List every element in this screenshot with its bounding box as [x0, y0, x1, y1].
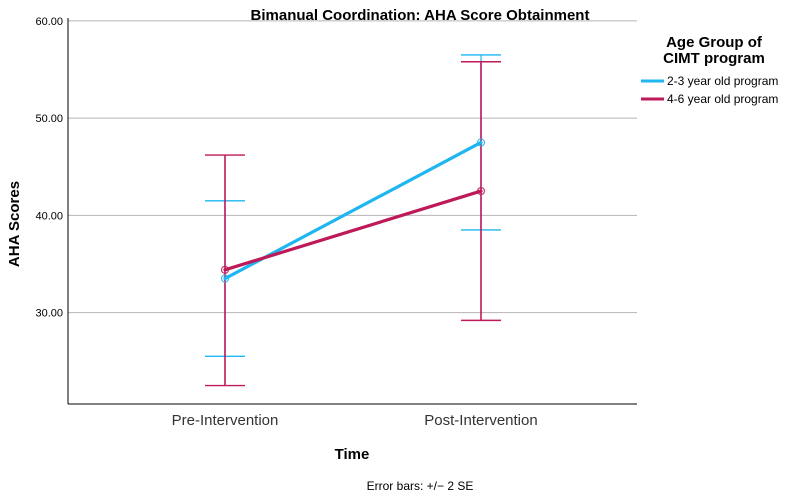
- point-0-1: [476, 138, 486, 147]
- chart-title: Bimanual Coordination: AHA Score Obtainm…: [251, 7, 590, 24]
- y-tick-label-50: 50.00: [35, 113, 63, 125]
- legend-label-0: 2-3 year old program: [667, 74, 778, 88]
- x-axis-title: Time: [335, 446, 370, 463]
- y-tick-label-30: 30.00: [35, 308, 63, 320]
- y-tick-label-40: 40.00: [35, 210, 63, 222]
- series-lines: [223, 140, 483, 281]
- legend-title-line-2: CIMT program: [663, 50, 765, 67]
- y-axis-title: AHA Scores: [6, 181, 23, 267]
- y-axis-ticks: 30.00 40.00 50.00 60.00: [35, 16, 63, 320]
- error-bar-note: Error bars: +/− 2 SE: [367, 479, 474, 493]
- point-1-1: [476, 186, 486, 196]
- x-tick-label-1: Post-Intervention: [424, 412, 537, 429]
- x-tick-label-0: Pre-Intervention: [172, 412, 279, 429]
- x-axis-ticks: Pre-Intervention Post-Intervention: [172, 412, 538, 429]
- legend-label-1: 4-6 year old program: [667, 92, 778, 106]
- point-1-0: [220, 265, 230, 274]
- error-bars: [205, 54, 501, 387]
- data-points: [220, 138, 486, 283]
- legend: Age Group of CIMT program 2-3 year old p…: [641, 34, 778, 106]
- axes: [67, 18, 637, 405]
- y-tick-label-60: 60.00: [35, 16, 63, 28]
- point-0-0: [220, 274, 230, 283]
- series-line-1: [223, 189, 483, 272]
- gridlines: [68, 20, 637, 314]
- legend-title-line-1: Age Group of: [666, 34, 763, 51]
